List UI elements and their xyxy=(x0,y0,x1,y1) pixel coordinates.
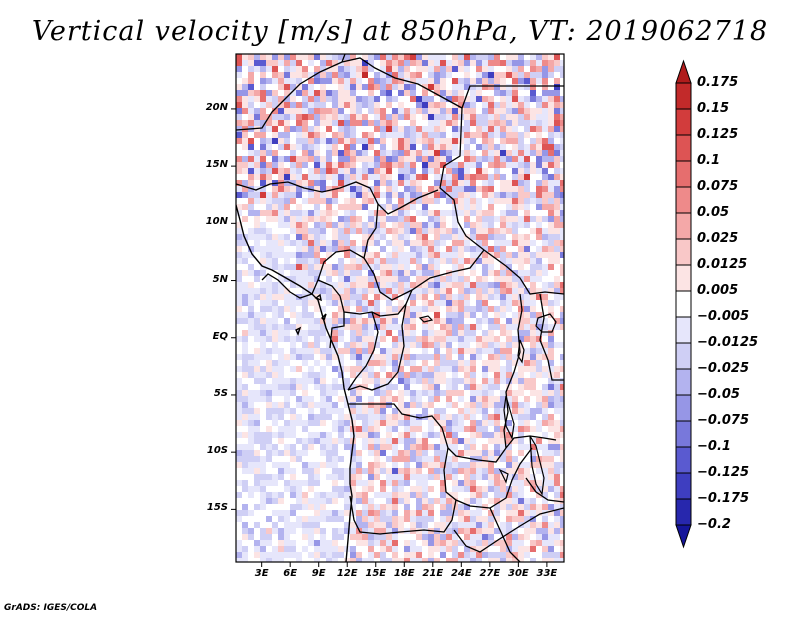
lakes xyxy=(418,313,557,496)
latitude-label: 10N xyxy=(205,216,228,228)
longitude-label: 3E xyxy=(254,568,269,579)
colorbar-box xyxy=(675,498,692,526)
colorbar-label: 0.075 xyxy=(697,179,739,194)
colorbar-box xyxy=(675,290,692,318)
colorbar-label: −0.025 xyxy=(697,361,750,376)
colorbar-box xyxy=(675,446,692,474)
axis-ticks xyxy=(231,108,548,567)
coastline xyxy=(236,204,355,562)
colorbar-label: −0.0125 xyxy=(697,335,759,350)
latitude-label: 10S xyxy=(206,445,228,457)
colorbar-label: −0.1 xyxy=(697,439,731,454)
colorbar-label: 0.175 xyxy=(697,75,739,90)
colorbar-box xyxy=(675,316,692,344)
latitude-label: 15S xyxy=(206,502,228,514)
longitude-label: 12E xyxy=(336,568,358,579)
longitude-label: 9E xyxy=(311,568,326,579)
colorbar-label: −0.005 xyxy=(697,309,750,324)
colorbar-label: 0.1 xyxy=(697,153,721,168)
colorbar-box xyxy=(675,420,692,448)
colorbar-label: 0.025 xyxy=(697,231,739,246)
velocity-field xyxy=(236,54,564,562)
colorbar-box xyxy=(675,82,692,110)
latitude-label: 5S xyxy=(213,387,228,399)
longitude-label: 33E xyxy=(536,568,558,579)
colorbar-label: −0.125 xyxy=(697,465,750,480)
colorbar-label: −0.05 xyxy=(697,387,740,402)
longitude-label: 21E xyxy=(422,568,444,579)
colorbar-box xyxy=(675,342,692,370)
longitude-label: 18E xyxy=(393,568,415,579)
longitude-label: 27E xyxy=(479,568,501,579)
longitude-label: 15E xyxy=(365,568,387,579)
colorbar-label: 0.05 xyxy=(697,205,730,220)
colorbar-box xyxy=(675,212,692,240)
longitude-label: 6E xyxy=(283,568,298,579)
latitude-label: 15N xyxy=(205,159,228,171)
colorbar-label: 0.125 xyxy=(697,127,739,142)
colorbar-label: 0.005 xyxy=(697,283,739,298)
colorbar-top-arrow xyxy=(675,59,692,84)
colorbar-label: 0.0125 xyxy=(697,257,748,272)
colorbar-box xyxy=(675,264,692,292)
colorbar-label: −0.075 xyxy=(697,413,750,428)
latitude-label: EQ xyxy=(212,330,228,342)
colorbar-label: −0.175 xyxy=(697,491,750,506)
colorbar-box xyxy=(675,394,692,422)
map-frame xyxy=(235,53,565,563)
colorbar-box xyxy=(675,472,692,500)
latitude-label: 5N xyxy=(212,273,228,285)
longitude-label: 30E xyxy=(507,568,529,579)
colorbar-bottom-arrow xyxy=(675,524,692,549)
colorbar-box xyxy=(675,108,692,136)
colorbar-label: 0.15 xyxy=(697,101,730,116)
colorbar-box xyxy=(675,186,692,214)
colorbar-box xyxy=(675,368,692,396)
colorbar-label: −0.2 xyxy=(697,517,731,532)
colorbar-box xyxy=(675,160,692,188)
grads-footer: GrADS: IGES/COLA xyxy=(4,603,98,613)
longitude-label: 24E xyxy=(450,568,472,579)
latitude-label: 20N xyxy=(205,101,228,113)
colorbar-box xyxy=(675,238,692,266)
map-title: Vertical velocity [m/s] at 850hPa, VT: 2… xyxy=(31,16,769,47)
colorbar-box xyxy=(675,134,692,162)
